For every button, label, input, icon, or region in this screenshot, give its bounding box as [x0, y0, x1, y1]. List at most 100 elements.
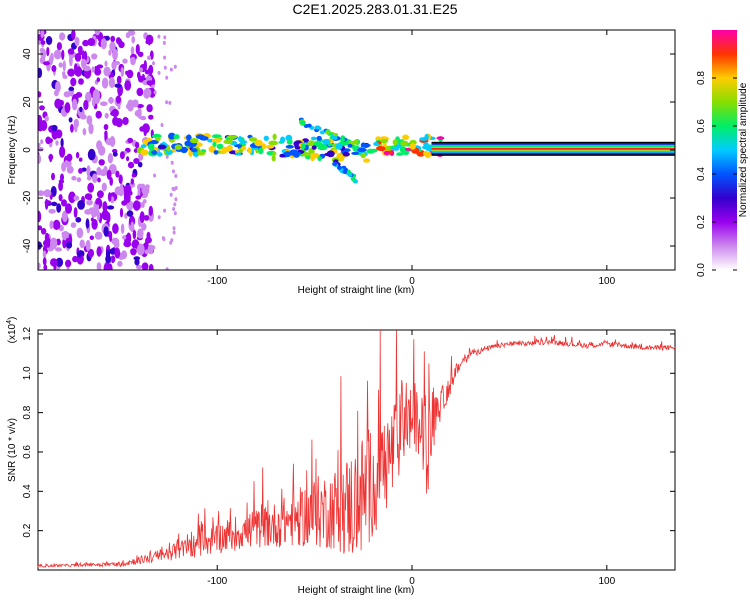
noise-cell — [147, 244, 154, 255]
snr-frame — [37, 329, 676, 571]
noise-cell — [104, 112, 109, 119]
noise-cell — [71, 30, 76, 40]
noise-cell — [82, 128, 87, 136]
noise-cell — [77, 200, 85, 210]
carrier-cell — [247, 147, 253, 154]
noise-cell — [112, 223, 119, 234]
noise-cell — [126, 210, 134, 217]
noise-cell — [38, 142, 41, 148]
noise-cell — [95, 110, 102, 119]
noise-cell — [55, 257, 64, 267]
noise-cell — [165, 267, 169, 270]
noise-cell — [66, 165, 74, 174]
branch-cell — [340, 137, 345, 142]
noise-cell — [132, 200, 141, 211]
noise-cell — [113, 240, 120, 249]
colorbar-tick-label: 0.4 — [696, 167, 707, 181]
colorbar-tick-label: 0.6 — [696, 119, 707, 133]
noise-cell — [115, 118, 123, 128]
carrier-cell — [151, 150, 158, 155]
noise-cell — [64, 102, 71, 114]
noise-cell — [94, 68, 102, 76]
noise-cell — [79, 239, 85, 249]
noise-cell — [98, 159, 105, 166]
noise-cell — [114, 247, 121, 259]
carrier-cell — [286, 138, 293, 145]
noise-cell — [55, 247, 62, 252]
carrier-cell — [409, 143, 417, 150]
carrier-cell — [265, 144, 275, 149]
noise-cell — [172, 226, 176, 231]
noise-cell — [157, 34, 161, 39]
noise-cell — [141, 262, 149, 270]
noise-cell — [73, 207, 78, 218]
noise-cell — [87, 148, 96, 161]
noise-cell — [62, 71, 66, 77]
colorbar-tick-label: 0.8 — [696, 71, 707, 85]
noise-cell — [157, 215, 161, 220]
noise-cell — [56, 42, 63, 51]
noise-cell — [120, 181, 123, 194]
noise-cell — [38, 67, 43, 78]
colorbar-label: Normalized spectral amplitude — [738, 82, 749, 217]
carrier-cell — [238, 136, 243, 142]
noise-cell — [140, 183, 145, 189]
noise-cell — [144, 249, 149, 255]
noise-cell — [127, 137, 134, 144]
noise-cell — [117, 104, 121, 110]
noise-cell — [71, 175, 77, 181]
noise-cell — [103, 81, 109, 87]
noise-cell — [108, 97, 114, 104]
noise-cell — [122, 117, 129, 125]
noise-cell — [137, 71, 141, 80]
branch-cell — [336, 165, 342, 170]
carrier-cell — [380, 138, 389, 144]
carrier-cell — [233, 144, 243, 148]
noise-cell — [54, 98, 62, 109]
noise-cell — [63, 159, 72, 168]
carrier-cell — [322, 138, 331, 145]
noise-cell — [103, 66, 111, 77]
noise-cell — [174, 186, 178, 190]
spectrogram-y-ticks: -40 -20 0 20 40 — [22, 48, 675, 253]
noise-cell — [43, 189, 52, 198]
noise-cell — [136, 87, 144, 97]
noise-cell — [163, 55, 167, 60]
noise-cell — [169, 67, 173, 72]
noise-cell — [120, 223, 125, 234]
noise-cell — [38, 146, 44, 152]
noise-cell — [60, 138, 64, 148]
noise-cell — [135, 195, 142, 200]
noise-cell — [90, 217, 94, 222]
noise-cell — [59, 32, 66, 41]
x-tick-label: 100 — [598, 276, 615, 287]
noise-cell — [142, 199, 147, 204]
noise-cell — [136, 243, 145, 256]
noise-cell — [141, 222, 147, 231]
noise-cell — [143, 215, 150, 221]
noise-cell — [139, 211, 145, 224]
colorbar-tick-label: 0.2 — [696, 215, 707, 229]
noise-cell — [135, 141, 140, 149]
noise-cell — [61, 49, 65, 60]
noise-cell — [110, 255, 116, 263]
noise-cell — [51, 124, 58, 132]
noise-cell — [86, 115, 93, 125]
snr-y-ticks: 0.2 0.4 0.6 0.8 1.0 1.2 — [22, 327, 675, 538]
noise-cell — [62, 60, 66, 72]
noise-cell — [67, 48, 75, 55]
noise-cell — [87, 38, 96, 46]
branch-cell — [332, 161, 338, 166]
carrier-cell — [148, 143, 155, 150]
noise-cell — [92, 173, 98, 183]
noise-cell — [55, 81, 61, 93]
noise-cell — [116, 95, 121, 104]
carrier-cell — [436, 136, 445, 140]
noise-cell — [49, 220, 54, 230]
noise-cell — [125, 70, 129, 75]
noise-cell — [135, 257, 139, 263]
noise-cell — [173, 64, 177, 69]
carrier-cell — [316, 135, 322, 141]
x-tick-label: 0 — [409, 276, 415, 287]
